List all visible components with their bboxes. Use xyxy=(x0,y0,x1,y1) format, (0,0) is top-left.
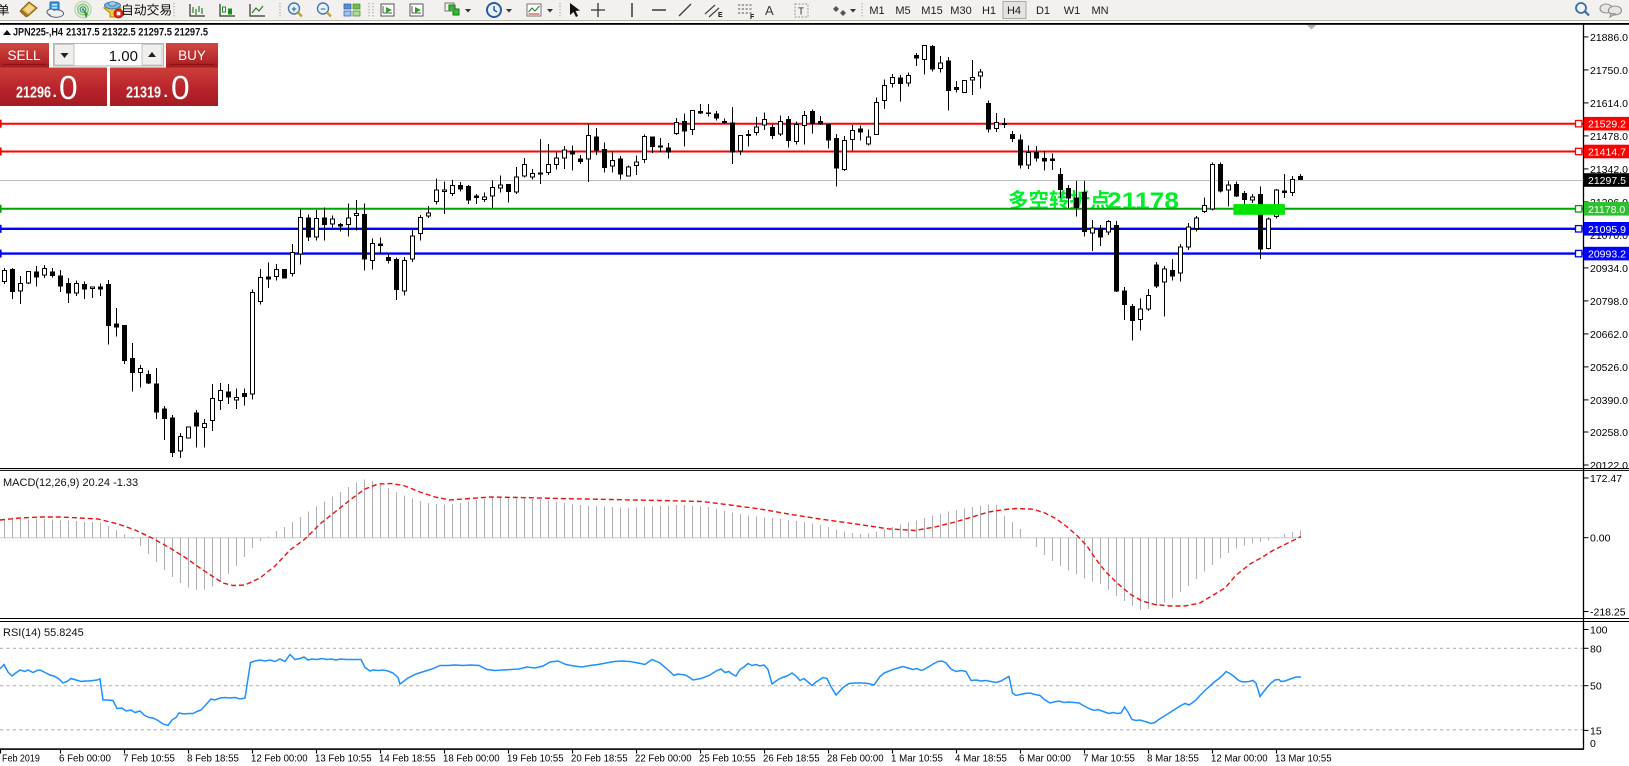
svg-text:8 Feb 18:55: 8 Feb 18:55 xyxy=(187,753,239,765)
svg-text:14 Feb 18:55: 14 Feb 18:55 xyxy=(379,753,436,765)
svg-text:MN: MN xyxy=(1091,5,1108,17)
svg-text:JPN225-,H4: JPN225-,H4 xyxy=(13,27,64,39)
svg-text:0.00: 0.00 xyxy=(1590,533,1611,545)
svg-text:6 Feb 00:00: 6 Feb 00:00 xyxy=(59,753,111,765)
svg-text:-218.25: -218.25 xyxy=(1590,607,1626,619)
svg-text:100: 100 xyxy=(1590,625,1608,637)
svg-text:22 Feb 00:00: 22 Feb 00:00 xyxy=(635,753,692,765)
svg-text:M15: M15 xyxy=(921,5,942,17)
svg-text:20390.0: 20390.0 xyxy=(1590,395,1628,407)
svg-text:21178: 21178 xyxy=(1107,188,1179,215)
svg-text:20526.0: 20526.0 xyxy=(1590,362,1628,374)
svg-text:13 Feb 10:55: 13 Feb 10:55 xyxy=(315,753,372,765)
svg-text:26 Feb 18:55: 26 Feb 18:55 xyxy=(763,753,820,765)
svg-text:21342.0: 21342.0 xyxy=(1590,164,1628,176)
svg-text:21317.5 21322.5 21297.5 21297.: 21317.5 21322.5 21297.5 21297.5 xyxy=(66,27,208,39)
svg-text:8 Mar 18:55: 8 Mar 18:55 xyxy=(1147,753,1199,765)
svg-text:20993.2: 20993.2 xyxy=(1588,249,1626,261)
svg-text:D1: D1 xyxy=(1036,5,1050,17)
svg-text:20 Feb 18:55: 20 Feb 18:55 xyxy=(571,753,628,765)
svg-text:6 Mar 00:00: 6 Mar 00:00 xyxy=(1019,753,1071,765)
svg-text:.: . xyxy=(164,84,168,101)
svg-text:7 Mar 10:55: 7 Mar 10:55 xyxy=(1083,753,1135,765)
svg-text:20258.0: 20258.0 xyxy=(1590,427,1628,439)
svg-text:20122.0: 20122.0 xyxy=(1590,460,1628,472)
svg-text:15: 15 xyxy=(1590,725,1602,737)
svg-text:0: 0 xyxy=(171,70,190,107)
svg-text:RSI(14) 55.8245: RSI(14) 55.8245 xyxy=(3,627,84,639)
svg-text:21478.0: 21478.0 xyxy=(1590,131,1628,143)
svg-text:21614.0: 21614.0 xyxy=(1590,98,1628,110)
svg-text:21414.7: 21414.7 xyxy=(1588,147,1626,159)
svg-text:BUY: BUY xyxy=(178,48,206,63)
svg-text:F: F xyxy=(750,14,755,21)
svg-text:0: 0 xyxy=(59,70,78,107)
svg-text:80: 80 xyxy=(1590,643,1602,655)
svg-text:Feb 2019: Feb 2019 xyxy=(2,753,40,765)
svg-text:1.00: 1.00 xyxy=(109,48,138,65)
svg-text:12 Feb 00:00: 12 Feb 00:00 xyxy=(251,753,308,765)
svg-text:21319: 21319 xyxy=(126,85,161,102)
svg-text:21886.0: 21886.0 xyxy=(1590,32,1628,44)
svg-text:20934.0: 20934.0 xyxy=(1590,263,1628,275)
svg-text:21178.0: 21178.0 xyxy=(1588,204,1625,216)
svg-text:H4: H4 xyxy=(1007,5,1021,17)
svg-text:E: E xyxy=(718,12,723,19)
svg-text:19 Feb 10:55: 19 Feb 10:55 xyxy=(507,753,564,765)
svg-text:50: 50 xyxy=(1590,681,1602,693)
svg-text:21529.2: 21529.2 xyxy=(1588,119,1626,131)
svg-text:28 Feb 00:00: 28 Feb 00:00 xyxy=(827,753,884,765)
svg-text:20662.0: 20662.0 xyxy=(1590,329,1628,341)
svg-text:W1: W1 xyxy=(1064,5,1081,17)
svg-text:4 Mar 18:55: 4 Mar 18:55 xyxy=(955,753,1007,765)
svg-text:0: 0 xyxy=(1590,738,1596,750)
svg-text:21297.5: 21297.5 xyxy=(1588,175,1626,187)
svg-text:T: T xyxy=(798,7,804,18)
svg-text:.: . xyxy=(53,84,57,101)
svg-text:7 Feb 10:55: 7 Feb 10:55 xyxy=(123,753,175,765)
svg-text:172.47: 172.47 xyxy=(1590,473,1622,485)
svg-text:−: − xyxy=(320,4,325,14)
svg-text:21095.9: 21095.9 xyxy=(1588,224,1626,236)
svg-text:MACD(12,26,9) 20.24 -1.33: MACD(12,26,9) 20.24 -1.33 xyxy=(3,477,138,489)
svg-text:25 Feb 10:55: 25 Feb 10:55 xyxy=(699,753,756,765)
svg-text:18 Feb 00:00: 18 Feb 00:00 xyxy=(443,753,500,765)
svg-text:13 Mar 10:55: 13 Mar 10:55 xyxy=(1275,753,1332,765)
svg-text:21296: 21296 xyxy=(16,85,51,102)
svg-text:H1: H1 xyxy=(982,5,996,17)
svg-text:1 Mar 10:55: 1 Mar 10:55 xyxy=(891,753,943,765)
svg-text:12 Mar 00:00: 12 Mar 00:00 xyxy=(1211,753,1268,765)
svg-text:M1: M1 xyxy=(869,5,884,17)
svg-text:20798.0: 20798.0 xyxy=(1590,296,1628,308)
svg-text:21750.0: 21750.0 xyxy=(1590,65,1628,77)
svg-text:SELL: SELL xyxy=(7,48,41,63)
svg-text:A: A xyxy=(765,3,774,18)
svg-text:M30: M30 xyxy=(950,5,971,17)
svg-text:M5: M5 xyxy=(895,5,910,17)
svg-text:+: + xyxy=(291,4,296,14)
